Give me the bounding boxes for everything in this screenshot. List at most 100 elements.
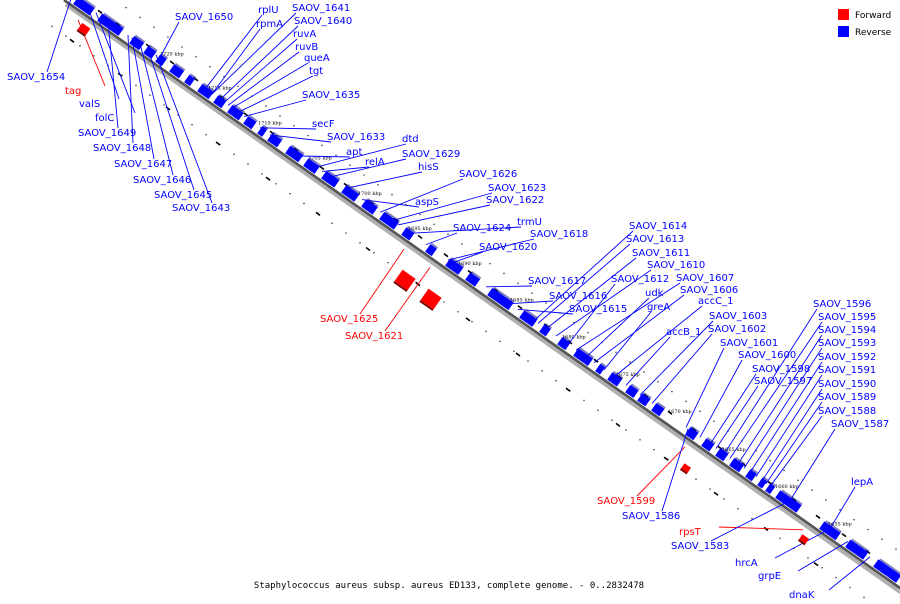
- gene-label-saov-1647[interactable]: SAOV_1647: [114, 159, 172, 170]
- gene-label-saov-1600[interactable]: SAOV_1600: [738, 350, 796, 361]
- guide-dot: [461, 243, 463, 245]
- gene-label-saov-1621[interactable]: SAOV_1621: [345, 331, 403, 342]
- gene-label-accc-1[interactable]: accC_1: [698, 296, 733, 307]
- gene-arrow-reverse: [701, 436, 716, 452]
- gene-label-saov-1598[interactable]: SAOV_1598: [752, 364, 810, 375]
- gene-label-asps[interactable]: aspS: [415, 197, 439, 208]
- guide-dot: [825, 499, 827, 501]
- gene-label-saov-1626[interactable]: SAOV_1626: [459, 169, 517, 180]
- gene-label-saov-1611[interactable]: SAOV_1611: [632, 248, 690, 259]
- gene-label-folc[interactable]: folC: [95, 113, 114, 124]
- gene-body: [685, 427, 699, 441]
- tick-mark: [169, 60, 175, 65]
- guide-dot: [345, 232, 347, 234]
- gene-label-quea[interactable]: queA: [304, 53, 330, 64]
- gene-label-saov-1614[interactable]: SAOV_1614: [629, 221, 687, 232]
- gene-label-dtd[interactable]: dtd: [402, 134, 419, 145]
- tick-label: 1670 kbp: [668, 409, 692, 415]
- tick-mark: [713, 491, 719, 496]
- gene-label-saov-1645[interactable]: SAOV_1645: [154, 190, 212, 201]
- gene-shade: [851, 538, 870, 553]
- gene-label-dnak[interactable]: dnaK: [789, 590, 815, 601]
- gene-label-ruvb[interactable]: ruvB: [295, 42, 318, 53]
- gene-label-saov-1595[interactable]: SAOV_1595: [818, 312, 876, 323]
- gene-shade: [406, 225, 416, 234]
- gene-label-saov-1610[interactable]: SAOV_1610: [647, 260, 705, 271]
- gene-label-rpst[interactable]: rpsT: [679, 527, 702, 538]
- gene-label-apt[interactable]: apt: [346, 147, 362, 158]
- tick-mark: [565, 387, 571, 392]
- gene-arrow-reverse: [775, 489, 803, 513]
- gene-label-lepa[interactable]: lepA: [851, 477, 873, 488]
- gene-label-saov-1593[interactable]: SAOV_1593: [818, 338, 876, 349]
- gene-label-tag[interactable]: tag: [65, 86, 81, 97]
- gene-label-saov-1587[interactable]: SAOV_1587: [831, 419, 889, 430]
- gene-label-saov-1650[interactable]: SAOV_1650: [175, 12, 233, 23]
- gene-label-rpma[interactable]: rpmA: [256, 19, 283, 30]
- gene-label-secf[interactable]: secF: [312, 119, 335, 130]
- gene-label-saov-1633[interactable]: SAOV_1633: [327, 132, 385, 143]
- gene-label-saov-1591[interactable]: SAOV_1591: [818, 365, 876, 376]
- gene-label-tgt[interactable]: tgt: [309, 66, 323, 77]
- guide-dot: [153, 26, 155, 29]
- guide-dot: [265, 105, 267, 107]
- gene-arrow-reverse: [143, 44, 158, 59]
- gene-label-saov-1617[interactable]: SAOV_1617: [528, 276, 586, 287]
- tick-mark: [97, 9, 103, 14]
- gene-label-saov-1603[interactable]: SAOV_1603: [709, 311, 767, 322]
- gene-label-saov-1648[interactable]: SAOV_1648: [93, 143, 151, 154]
- gene-label-saov-1622[interactable]: SAOV_1622: [486, 195, 544, 206]
- gene-label-hrca[interactable]: hrcA: [735, 558, 758, 569]
- gene-label-saov-1624[interactable]: SAOV_1624: [453, 223, 511, 234]
- gene-label-saov-1583[interactable]: SAOV_1583: [671, 541, 729, 552]
- gene-body: [155, 54, 167, 67]
- gene-label-rela[interactable]: relA: [365, 157, 385, 168]
- gene-label-saov-1623[interactable]: SAOV_1623: [488, 183, 546, 194]
- gene-label-udk[interactable]: udk: [645, 288, 664, 299]
- label-connector: [715, 385, 759, 449]
- gene-label-saov-1620[interactable]: SAOV_1620: [479, 242, 537, 253]
- gene-label-saov-1596[interactable]: SAOV_1596: [813, 299, 871, 310]
- gene-label-saov-1590[interactable]: SAOV_1590: [818, 379, 876, 390]
- gene-label-hiss[interactable]: hisS: [418, 162, 439, 173]
- guide-dot: [51, 25, 53, 28]
- gene-label-saov-1594[interactable]: SAOV_1594: [818, 325, 876, 336]
- gene-label-saov-1606[interactable]: SAOV_1606: [680, 285, 738, 296]
- gene-label-vals[interactable]: valS: [79, 99, 100, 110]
- gene-label-saov-1649[interactable]: SAOV_1649: [78, 128, 136, 139]
- gene-label-trmu[interactable]: trmU: [517, 217, 542, 228]
- gene-label-saov-1629[interactable]: SAOV_1629: [402, 149, 460, 160]
- gene-label-saov-1635[interactable]: SAOV_1635: [302, 90, 360, 101]
- gene-label-ruva[interactable]: ruvA: [293, 29, 316, 40]
- gene-label-grea[interactable]: greA: [647, 302, 670, 313]
- gene-label-saov-1601[interactable]: SAOV_1601: [720, 338, 778, 349]
- label-connector: [636, 446, 686, 497]
- guide-dot: [657, 380, 659, 383]
- gene-label-saov-1589[interactable]: SAOV_1589: [818, 392, 876, 403]
- gene-label-saov-1616[interactable]: SAOV_1616: [549, 291, 607, 302]
- gene-label-rplu[interactable]: rplU: [258, 5, 279, 16]
- gene-label-saov-1592[interactable]: SAOV_1592: [818, 352, 876, 363]
- gene-label-saov-1607[interactable]: SAOV_1607: [676, 273, 734, 284]
- gene-label-saov-1641[interactable]: SAOV_1641: [292, 3, 350, 14]
- gene-label-saov-1597[interactable]: SAOV_1597: [754, 376, 812, 387]
- gene-arrow-reverse: [303, 157, 321, 174]
- gene-label-saov-1588[interactable]: SAOV_1588: [818, 406, 876, 417]
- gene-body: [487, 287, 514, 311]
- gene-label-saov-1586[interactable]: SAOV_1586: [622, 511, 680, 522]
- gene-label-saov-1602[interactable]: SAOV_1602: [708, 324, 766, 335]
- gene-label-saov-1613[interactable]: SAOV_1613: [626, 234, 684, 245]
- gene-label-saov-1640[interactable]: SAOV_1640: [294, 16, 352, 27]
- gene-label-grpe[interactable]: grpE: [758, 571, 781, 582]
- gene-label-saov-1646[interactable]: SAOV_1646: [133, 175, 191, 186]
- gene-label-saov-1654[interactable]: SAOV_1654: [7, 72, 65, 83]
- gene-body: [729, 458, 745, 473]
- gene-label-saov-1599[interactable]: SAOV_1599: [597, 496, 655, 507]
- gene-label-saov-1643[interactable]: SAOV_1643: [172, 203, 230, 214]
- genome-axis: [63, 0, 900, 590]
- gene-label-saov-1615[interactable]: SAOV_1615: [569, 304, 627, 315]
- gene-label-saov-1612[interactable]: SAOV_1612: [611, 274, 669, 285]
- gene-label-accb-1[interactable]: accB_1: [666, 327, 701, 338]
- gene-label-saov-1625[interactable]: SAOV_1625: [320, 314, 378, 325]
- gene-label-saov-1618[interactable]: SAOV_1618: [530, 229, 588, 240]
